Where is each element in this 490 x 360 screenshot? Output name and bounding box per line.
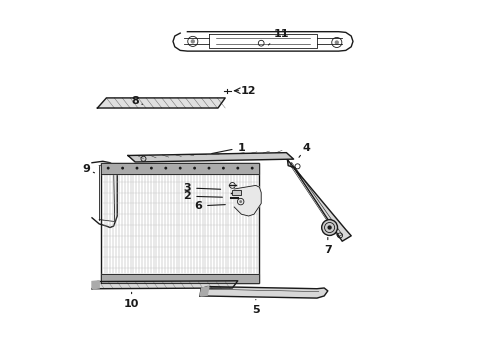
Text: 9: 9	[83, 164, 95, 174]
Polygon shape	[173, 32, 353, 51]
Text: 5: 5	[252, 300, 260, 315]
Circle shape	[107, 167, 110, 170]
Bar	[101, 163, 259, 283]
Circle shape	[239, 200, 242, 203]
Text: 11: 11	[269, 29, 289, 45]
Text: 1: 1	[212, 143, 245, 153]
Text: 2: 2	[184, 191, 222, 201]
Text: 10: 10	[124, 292, 139, 309]
Polygon shape	[101, 163, 259, 174]
Circle shape	[150, 167, 153, 170]
Circle shape	[335, 40, 339, 45]
Text: 7: 7	[324, 238, 332, 255]
Circle shape	[251, 167, 254, 170]
Circle shape	[164, 167, 167, 170]
Circle shape	[121, 167, 124, 170]
Text: 4: 4	[299, 143, 310, 157]
Circle shape	[193, 167, 196, 170]
Polygon shape	[92, 161, 117, 228]
Polygon shape	[200, 287, 328, 298]
Polygon shape	[288, 160, 351, 241]
Text: 12: 12	[234, 86, 256, 96]
Circle shape	[136, 167, 139, 170]
Polygon shape	[92, 281, 238, 289]
Text: 6: 6	[194, 201, 225, 211]
Polygon shape	[200, 287, 209, 296]
Polygon shape	[234, 185, 261, 216]
Circle shape	[321, 220, 338, 235]
Polygon shape	[101, 274, 259, 283]
Text: 8: 8	[131, 96, 143, 106]
FancyBboxPatch shape	[232, 190, 242, 195]
Circle shape	[222, 167, 225, 170]
Circle shape	[191, 39, 195, 44]
Circle shape	[179, 167, 182, 170]
Polygon shape	[98, 98, 225, 108]
Polygon shape	[128, 153, 294, 162]
Circle shape	[327, 225, 332, 230]
Circle shape	[236, 167, 239, 170]
Text: 3: 3	[184, 183, 220, 193]
Polygon shape	[92, 281, 99, 289]
Circle shape	[208, 167, 210, 170]
